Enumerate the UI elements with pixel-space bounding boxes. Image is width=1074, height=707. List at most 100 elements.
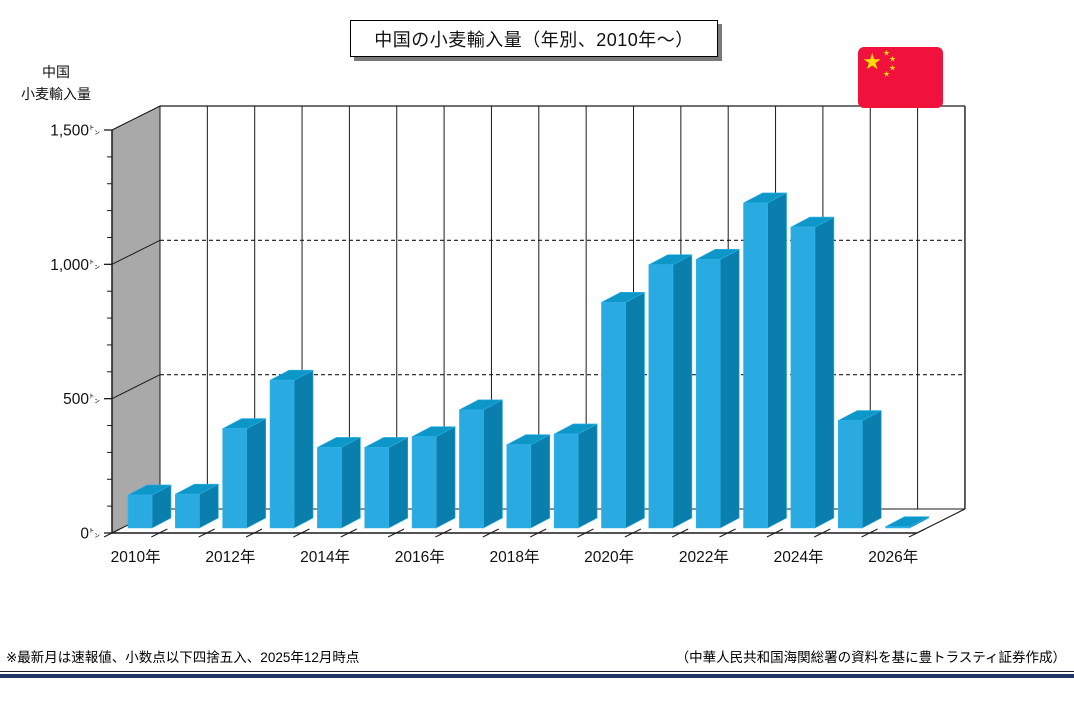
bar-face	[175, 493, 200, 529]
bottom-divider-thick	[0, 674, 1074, 678]
side-wall-gridline-500	[111, 374, 161, 400]
x-axis-tick	[529, 528, 547, 538]
side-wall	[111, 105, 161, 534]
bar-2011	[175, 483, 219, 529]
bar-2010	[127, 484, 172, 529]
y-tick-label: 1,000㌧	[50, 257, 100, 274]
x-tick-label: 2014年	[300, 548, 350, 566]
y-axis-title-line1: 中国	[42, 64, 70, 80]
bar-face	[269, 379, 295, 529]
bar-2024	[790, 216, 835, 529]
side-wall-gridline-1000	[111, 239, 161, 265]
bar-face	[553, 433, 579, 529]
bar-face	[861, 410, 882, 529]
bar-face	[411, 436, 437, 529]
x-axis-tick	[671, 528, 689, 538]
x-tick-label: 2020年	[584, 548, 634, 566]
x-axis-tick	[814, 528, 831, 538]
bar-face	[341, 436, 361, 529]
bar-2021	[648, 254, 693, 529]
bar-face	[388, 436, 409, 529]
x-axis-tick	[482, 528, 500, 538]
y-tick-label: 1,500㌧	[50, 123, 100, 140]
x-axis-tick	[861, 528, 878, 538]
bar-2014	[317, 436, 361, 529]
x-axis-tick	[387, 528, 405, 538]
bar-face	[625, 291, 645, 529]
bar-face	[364, 447, 390, 529]
flag-field	[858, 47, 943, 108]
x-axis-tick	[340, 528, 357, 538]
bar-2023	[743, 192, 787, 529]
bar-face	[648, 264, 674, 529]
footnote-source: （中華人民共和国海関総署の資料を基に豊トラスティ証券作成）	[675, 650, 1066, 665]
bar-face	[814, 216, 835, 529]
bar-face	[222, 428, 247, 529]
bar-2025	[837, 410, 882, 529]
bar-2017	[459, 399, 503, 529]
bar-face	[672, 254, 693, 529]
flag-star	[863, 53, 881, 70]
bar-2013	[269, 369, 314, 529]
bar-face	[506, 444, 532, 529]
flag-star	[883, 49, 890, 56]
bar-face	[743, 202, 768, 529]
x-axis-tick	[435, 528, 452, 538]
x-tick-label: 2016年	[395, 548, 445, 566]
x-axis-tick	[908, 528, 926, 538]
bar-face	[601, 302, 626, 529]
bottom-divider-thin	[0, 671, 1074, 672]
x-axis-tick	[766, 528, 784, 538]
y-axis-title: 中国 小麦輸入量	[8, 62, 104, 105]
x-tick-label: 2012年	[205, 548, 255, 566]
bar-2026	[885, 516, 929, 529]
x-tick-label: 2024年	[774, 548, 824, 566]
x-axis-tick	[719, 528, 736, 538]
x-axis-tick	[103, 528, 121, 538]
flag-star	[889, 64, 896, 71]
x-axis-tick	[577, 528, 594, 538]
x-tick-label: 2022年	[679, 548, 729, 566]
x-axis-tick	[624, 528, 642, 538]
x-tick-label: 2018年	[489, 548, 539, 566]
bar-2019	[553, 423, 598, 529]
wheat-import-bar-chart: 0㌧ 500㌧ 1,000㌧ 1,500㌧ 2010年 2012年 2014年 2016年 20…	[50, 105, 966, 566]
bar-face	[483, 399, 503, 529]
footnote-left: ※最新月は速報値、小数点以下四捨五入、2025年12月時点	[6, 650, 360, 665]
y-axis-title-line2: 小麦輸入量	[21, 85, 91, 102]
x-axis-tick	[198, 528, 215, 538]
china-flag	[858, 47, 943, 108]
x-axis-tick	[293, 528, 310, 538]
bar-face	[317, 447, 342, 529]
flag-star	[889, 55, 896, 62]
bar-face	[293, 369, 314, 529]
bar-face	[435, 426, 456, 529]
bar-face	[837, 420, 863, 529]
bar-2020	[601, 291, 645, 529]
x-tick-label: 2010年	[111, 548, 161, 566]
bar-face	[127, 494, 153, 529]
bar-2012	[222, 418, 267, 529]
bar-face	[767, 192, 787, 529]
bar-face	[719, 248, 740, 529]
bar-face	[790, 226, 816, 529]
china-flag-image	[858, 47, 943, 108]
chart-title-box: 中国の小麦輸入量（年別、2010年～）	[350, 20, 718, 57]
bar-face	[530, 434, 551, 529]
x-axis-tick	[245, 528, 263, 538]
y-tick-label: 500㌧	[63, 391, 100, 408]
y-tick-label: 0㌧	[80, 526, 100, 543]
bar-2022	[695, 248, 740, 529]
x-axis-tick	[151, 528, 168, 538]
bar-face	[695, 259, 721, 529]
bar-2018	[506, 434, 551, 529]
bar-face	[577, 423, 598, 529]
bar-face	[459, 409, 484, 529]
bar-face	[885, 526, 910, 529]
bar-face	[246, 418, 267, 529]
bar-2016	[411, 426, 456, 529]
chart-title: 中国の小麦輸入量（年別、2010年～）	[374, 29, 694, 50]
x-tick-label: 2026年	[868, 548, 918, 566]
bar-2015	[364, 436, 409, 529]
